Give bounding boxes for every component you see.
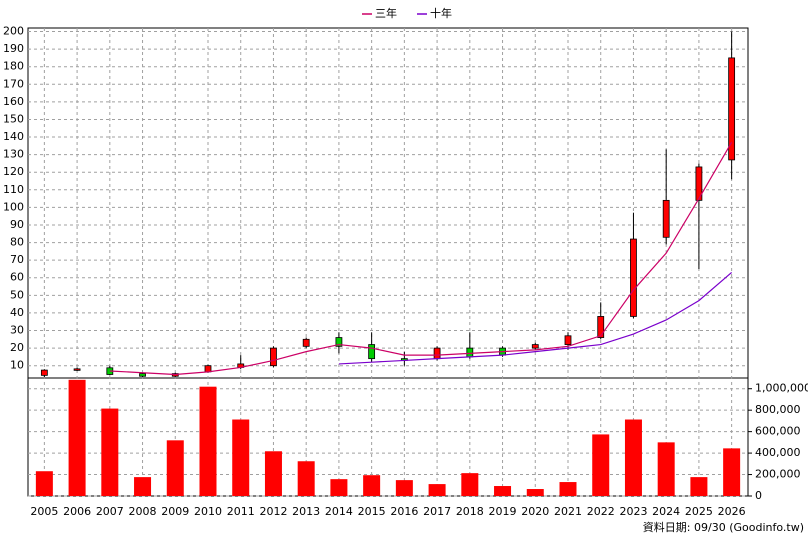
y-tick-label: 190: [3, 42, 24, 55]
y-tick-label: 50: [10, 288, 24, 301]
y-tick-label: 160: [3, 95, 24, 108]
legend-label: 三年: [375, 6, 397, 20]
candle-body: [630, 238, 637, 317]
legend-label: 十年: [430, 6, 452, 20]
x-tick-label: 2012: [259, 505, 287, 518]
volume-bar: [264, 451, 282, 496]
candle-body: [335, 337, 343, 347]
volume-bar: [592, 434, 610, 496]
x-tick-label: 2019: [489, 505, 517, 518]
y-tick-label: 20: [10, 341, 24, 354]
x-tick-label: 2013: [292, 505, 320, 518]
y-tick-label: 1,000,000: [755, 382, 808, 395]
x-tick-label: 2023: [619, 505, 647, 518]
x-tick-label: 2018: [456, 505, 484, 518]
volume-bar: [494, 486, 512, 496]
candle-body: [531, 344, 539, 349]
candle-body: [662, 199, 670, 238]
x-tick-label: 2020: [521, 505, 549, 518]
volume-bar: [461, 473, 479, 496]
volume-bar: [330, 479, 348, 496]
y-tick-label: 600,000: [755, 425, 801, 438]
x-tick-label: 2014: [325, 505, 353, 518]
volume-bar: [559, 482, 577, 496]
candle-body: [466, 347, 474, 358]
volume-bar: [723, 448, 741, 496]
candle-body: [368, 344, 376, 360]
y-tick-label: 80: [10, 236, 24, 249]
x-tick-label: 2005: [30, 505, 58, 518]
y-tick-label: 120: [3, 165, 24, 178]
y-tick-label: 800,000: [755, 403, 801, 416]
x-tick-label: 2017: [423, 505, 451, 518]
candle-body: [204, 365, 212, 373]
x-tick-label: 2009: [161, 505, 189, 518]
x-tick-label: 2022: [587, 505, 615, 518]
source-note: 資料日期: 09/30 (Goodinfo.tw): [643, 520, 804, 534]
volume-bar: [526, 489, 544, 496]
candle-body: [40, 369, 48, 376]
y-tick-label: 0: [755, 489, 762, 502]
y-tick-label: 40: [10, 306, 24, 319]
volume-bar: [101, 408, 119, 496]
y-tick-label: 180: [3, 60, 24, 73]
y-tick-label: 90: [10, 218, 24, 231]
x-tick-label: 2008: [129, 505, 157, 518]
y-tick-label: 400,000: [755, 446, 801, 459]
y-tick-label: 30: [10, 324, 24, 337]
y-tick-label: 150: [3, 112, 24, 125]
volume-bar: [363, 475, 381, 496]
x-tick-label: 2006: [63, 505, 91, 518]
volume-bar: [657, 442, 675, 496]
y-tick-label: 10: [10, 359, 24, 372]
ma-line: [109, 142, 733, 376]
y-tick-label: 60: [10, 271, 24, 284]
candle-body: [728, 57, 736, 161]
candle-body: [302, 338, 310, 347]
volume-bar: [199, 386, 217, 496]
candle-body: [73, 368, 81, 371]
candle-body: [695, 166, 703, 201]
x-tick-label: 2011: [227, 505, 255, 518]
volume-bar: [35, 471, 53, 496]
x-tick-label: 2016: [390, 505, 418, 518]
x-tick-label: 2025: [685, 505, 713, 518]
ma-line: [338, 272, 733, 365]
y-tick-label: 200,000: [755, 468, 801, 481]
x-tick-label: 2026: [718, 505, 746, 518]
volume-bar: [395, 480, 413, 496]
candle-body: [564, 335, 572, 345]
candle-body: [139, 373, 146, 377]
volume-bar: [624, 419, 642, 496]
x-tick-label: 2010: [194, 505, 222, 518]
y-tick-label: 170: [3, 77, 24, 90]
x-tick-label: 2015: [358, 505, 386, 518]
y-tick-label: 70: [10, 253, 24, 266]
volume-bar: [690, 477, 708, 496]
volume-bar: [166, 440, 184, 496]
y-tick-label: 130: [3, 148, 24, 161]
x-tick-label: 2021: [554, 505, 582, 518]
candle-body: [433, 347, 441, 360]
y-tick-label: 110: [3, 183, 24, 196]
x-tick-label: 2007: [96, 505, 124, 518]
y-tick-label: 140: [3, 130, 24, 143]
volume-bar: [297, 461, 315, 496]
volume-bar: [428, 484, 446, 496]
volume-bar: [134, 477, 152, 496]
y-tick-label: 100: [3, 200, 24, 213]
volume-bar: [232, 419, 250, 496]
x-tick-label: 2024: [652, 505, 680, 518]
volume-bar: [68, 379, 86, 496]
y-tick-label: 200: [3, 25, 24, 38]
candle-body: [597, 316, 605, 338]
candle-body: [270, 347, 277, 367]
